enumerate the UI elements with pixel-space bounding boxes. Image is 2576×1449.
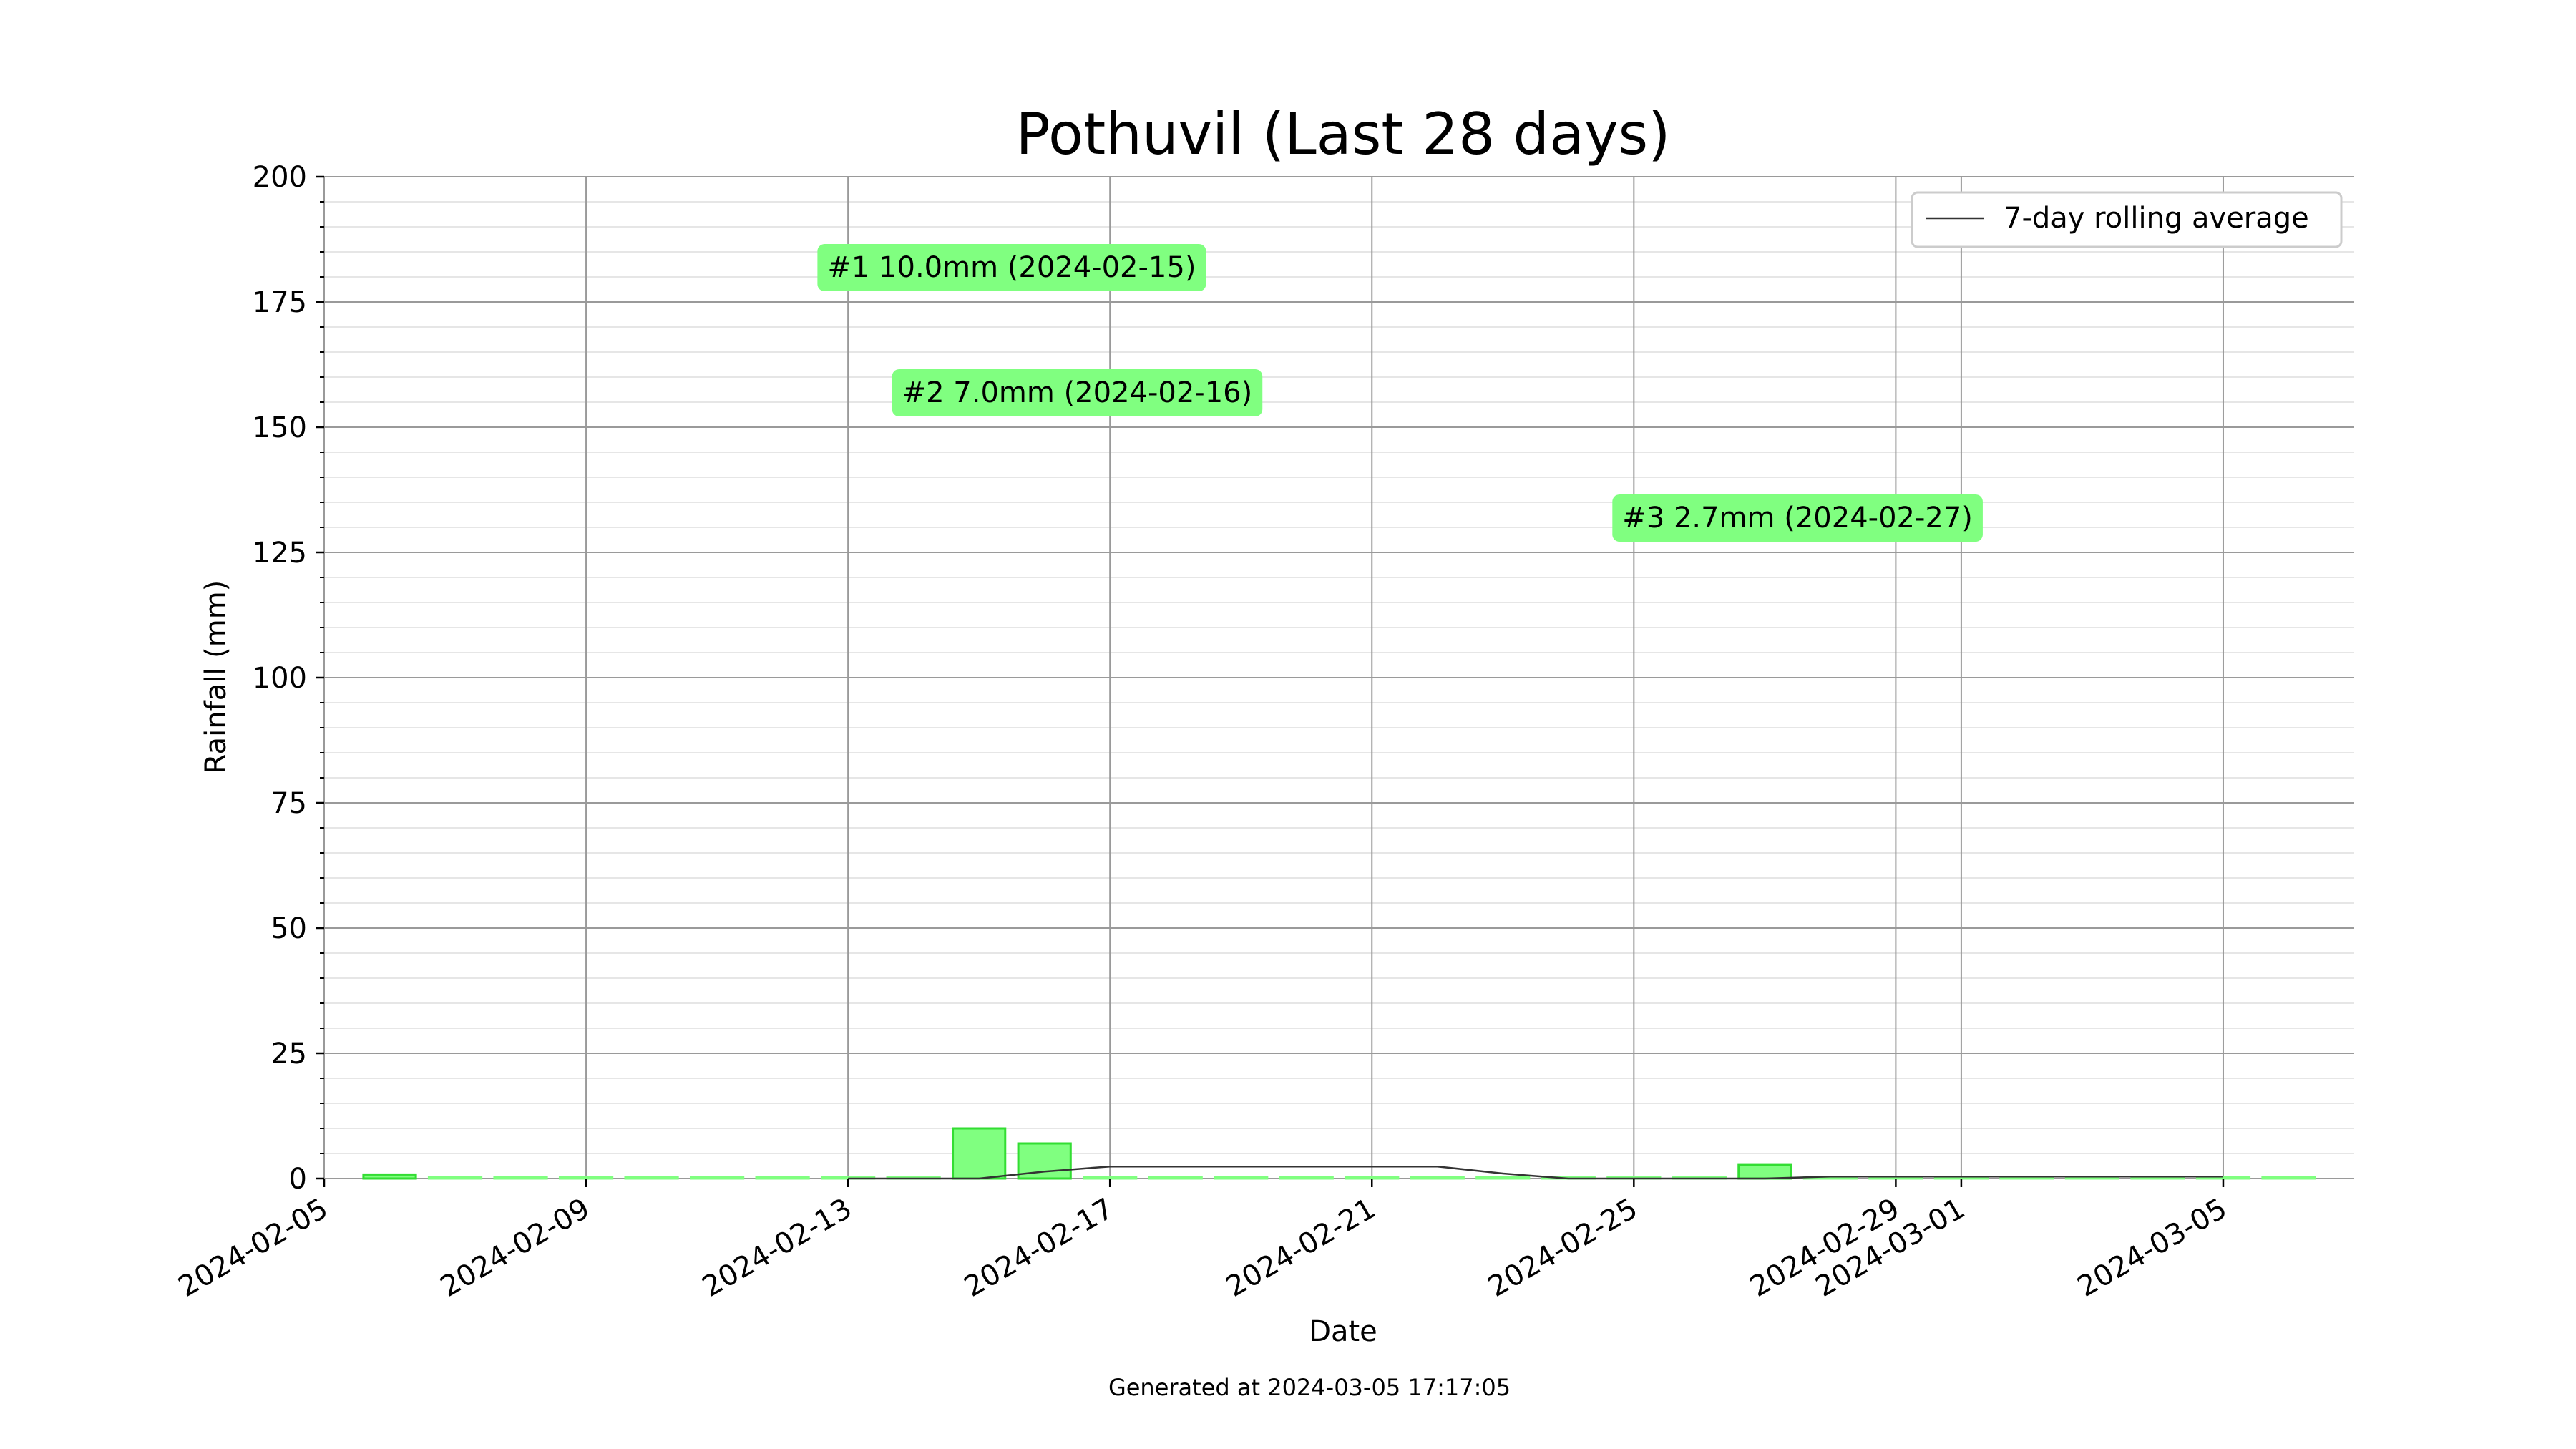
rainfall-bar [689, 1176, 745, 1180]
y-axis-ticks: 0 25 50 75 100 125 150 175 200 [253, 161, 324, 1196]
y-tick-label: 150 [253, 411, 307, 444]
chart-title: Pothuvil (Last 28 days) [1016, 101, 1671, 167]
y-tick-label: 0 [289, 1163, 307, 1196]
y-tick-label: 175 [253, 286, 307, 319]
annotation-label: #2 7.0mm (2024-02-16) [902, 376, 1253, 409]
rainfall-bar [755, 1176, 810, 1180]
rainfall-bar [1410, 1176, 1465, 1180]
rainfall-bar [362, 1173, 417, 1180]
y-tick-label: 25 [270, 1038, 307, 1070]
rainfall-bar [1279, 1176, 1334, 1180]
annotation: #3 2.7mm (2024-02-27) [1612, 494, 1983, 542]
annotation-box [892, 369, 1263, 416]
rainfall-bar [1148, 1176, 1203, 1180]
y-tick-label: 50 [270, 912, 307, 945]
annotation: #2 7.0mm (2024-02-16) [892, 369, 1263, 416]
x-tick-label: 2024-02-25 [1483, 1192, 1643, 1304]
legend: 7-day rolling average [1911, 191, 2343, 248]
rolling-average-series [848, 1165, 2223, 1180]
legend-box [1911, 191, 2343, 248]
minor-gridlines [324, 201, 2354, 1154]
x-tick-label: 2024-02-05 [173, 1192, 333, 1304]
x-tick-label: 2024-03-05 [2072, 1192, 2233, 1304]
rainfall-bar [2261, 1176, 2316, 1180]
annotation-box [1612, 494, 1983, 542]
x-tick-label: 2024-02-09 [435, 1192, 595, 1304]
rainfall-bar [624, 1176, 679, 1180]
rainfall-bar [952, 1127, 1007, 1180]
top-rainfall-annotations: #1 10.0mm (2024-02-15) #2 7.0mm (2024-02-… [817, 244, 1983, 542]
x-axis-ticks: 2024-02-05 2024-02-09 2024-02-13 2024-02-17… [173, 1179, 2233, 1304]
generated-timestamp: Generated at 2024-03-05 17:17:05 [1108, 1374, 1511, 1401]
rainfall-bar [1737, 1163, 1792, 1180]
y-axis-label: Rainfall (mm) [200, 580, 233, 774]
rainfall-bar [1345, 1176, 1400, 1180]
legend-label: 7-day rolling average [2004, 202, 2309, 235]
rolling-average-line [848, 1165, 2223, 1180]
rainfall-bar [427, 1176, 483, 1180]
x-axis-label: Date [1309, 1315, 1377, 1348]
rainfall-bar [558, 1176, 614, 1180]
y-tick-label: 125 [253, 537, 307, 570]
annotation-box [817, 244, 1206, 291]
rainfall-bar [1214, 1176, 1269, 1180]
rainfall-bar [1083, 1176, 1138, 1180]
y-tick-label: 75 [270, 787, 307, 820]
annotation-label: #3 2.7mm (2024-02-27) [1622, 502, 1973, 535]
y-tick-label: 100 [253, 662, 307, 695]
rainfall-bar [493, 1176, 548, 1180]
annotation: #1 10.0mm (2024-02-15) [817, 244, 1206, 291]
x-tick-label: 2024-02-13 [697, 1192, 857, 1304]
y-tick-label: 200 [253, 161, 307, 194]
x-tick-label: 2024-02-17 [959, 1192, 1119, 1304]
x-tick-label: 2024-02-21 [1221, 1192, 1381, 1304]
major-gridlines [323, 176, 2354, 1179]
annotation-label: #1 10.0mm (2024-02-15) [827, 251, 1196, 284]
rainfall-bar [1475, 1176, 1531, 1180]
